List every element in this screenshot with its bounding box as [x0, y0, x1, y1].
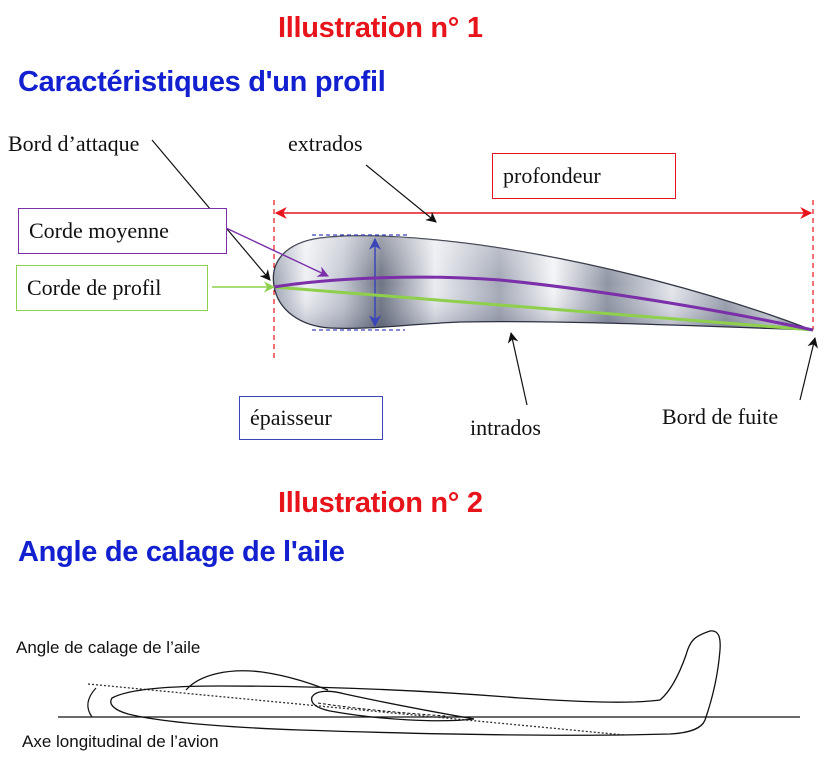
illustration-2-number: Illustration n° 2	[278, 487, 483, 519]
glider-group	[58, 630, 800, 736]
glider-wing	[310, 690, 475, 722]
angle-calage-label: Angle de calage de l’aile	[16, 638, 201, 657]
airfoil-group	[151, 139, 818, 406]
axe-longitudinal-label: Axe longitudinal de l’avion	[22, 732, 219, 751]
bord-attaque-label: Bord d’attaque	[8, 131, 140, 156]
extrados-leader	[365, 164, 437, 223]
intrados-label: intrados	[470, 415, 541, 440]
corde-profil-box: Corde de profil	[16, 265, 208, 311]
angle-arc	[87, 687, 97, 718]
epaisseur-label: épaisseur	[250, 405, 332, 430]
mean-camber-line	[273, 275, 814, 332]
intrados-leader	[507, 331, 528, 406]
profondeur-box: profondeur	[492, 153, 676, 199]
illustration-2-title: Angle de calage de l'aile	[18, 536, 345, 568]
profondeur-label: profondeur	[503, 163, 601, 188]
bord-fuite-leader	[799, 336, 818, 401]
corde-moyenne-box: Corde moyenne	[18, 208, 227, 254]
profile-chord-line	[273, 285, 814, 332]
glider-fuselage	[110, 630, 721, 736]
corde-moyenne-leader	[225, 227, 330, 277]
bord-fuite-label: Bord de fuite	[662, 404, 779, 429]
extrados-label: extrados	[288, 131, 363, 156]
wing-incidence-line	[87, 683, 625, 736]
glider-canopy	[185, 670, 329, 691]
illustration-1-title: Caractéristiques d'un profil	[18, 66, 386, 98]
corde-moyenne-label: Corde moyenne	[29, 218, 169, 243]
epaisseur-box: épaisseur	[239, 396, 383, 440]
illustration-1-number: Illustration n° 1	[278, 12, 483, 44]
corde-profil-label: Corde de profil	[27, 275, 162, 300]
